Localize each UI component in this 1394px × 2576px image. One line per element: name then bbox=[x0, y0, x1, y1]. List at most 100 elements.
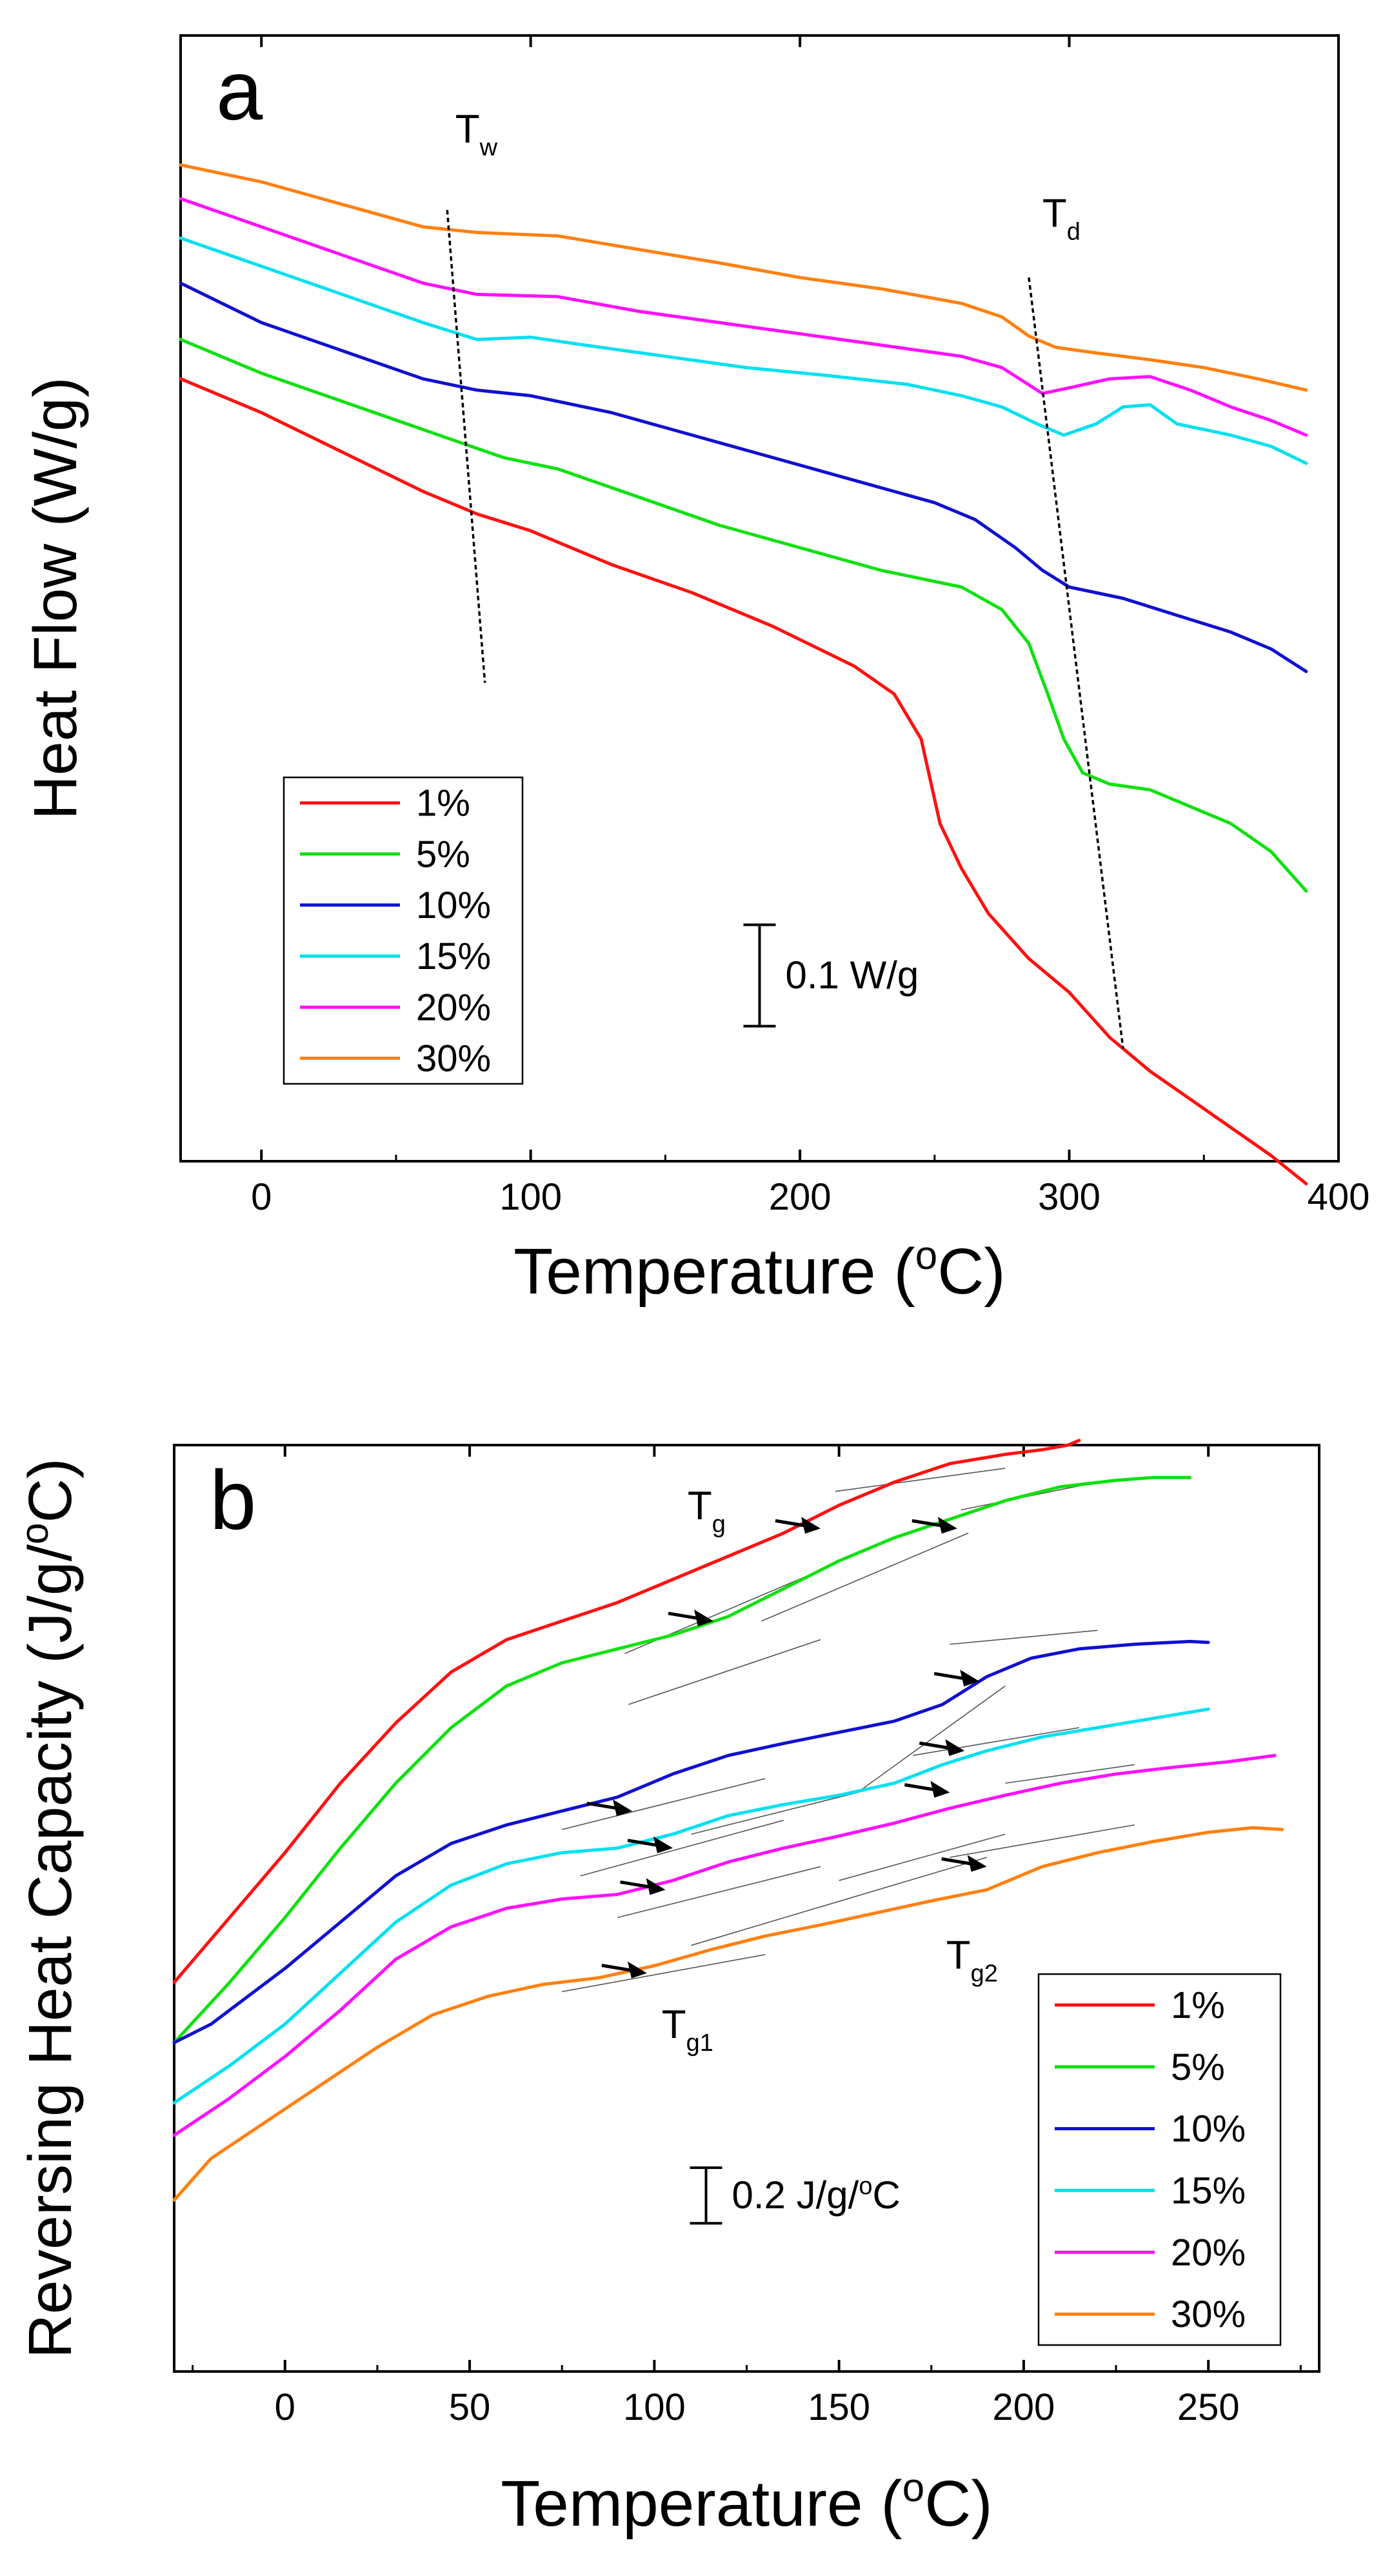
annotation-sub: w bbox=[479, 134, 498, 161]
x-tick-label: 300 bbox=[1038, 1176, 1100, 1218]
legend-label: 20% bbox=[1171, 2232, 1246, 2273]
legend-label: 30% bbox=[1171, 2293, 1246, 2335]
arrow-head bbox=[945, 1739, 965, 1756]
tangent-line bbox=[1005, 1764, 1135, 1784]
arrow-head bbox=[627, 1961, 647, 1979]
tangent-line bbox=[562, 1954, 766, 1993]
series-line-20pct bbox=[179, 197, 1308, 437]
series-line-15pct bbox=[172, 1707, 1210, 2105]
tangent-line bbox=[562, 1778, 766, 1830]
tangent-line bbox=[691, 1787, 877, 1835]
scale-bar-label: 0.2 J/g/oC bbox=[732, 2173, 901, 2217]
tangent-line bbox=[580, 1819, 784, 1877]
arrow-head bbox=[801, 1517, 821, 1534]
y-axis-title: Heat Flow (W/g) bbox=[21, 377, 90, 819]
annotation-sub: d bbox=[1067, 219, 1080, 246]
y-axis-title-tail: C) bbox=[16, 1458, 85, 1523]
arrow-shaft bbox=[919, 1741, 951, 1750]
annotation-main: T bbox=[1042, 192, 1067, 236]
x-axis-title: Temperature (oC) bbox=[501, 2466, 992, 2540]
legend-label: 15% bbox=[416, 935, 491, 977]
x-axis-title-tail: C) bbox=[937, 1235, 1006, 1308]
legend-label: 20% bbox=[416, 986, 491, 1028]
annotation-Tg: Tg bbox=[688, 1484, 726, 1538]
legend-label: 1% bbox=[416, 783, 470, 824]
arrow-head bbox=[646, 1878, 666, 1895]
series-line-20pct bbox=[172, 1753, 1277, 2137]
scale-bar-label-sup: o bbox=[859, 2173, 872, 2200]
series-line-1pct bbox=[172, 1439, 1081, 1984]
tangent-line bbox=[628, 1639, 821, 1705]
x-tick-label: 200 bbox=[993, 2386, 1055, 2428]
annotation-dashed-line bbox=[446, 210, 486, 683]
tangent-line bbox=[857, 1685, 1006, 1793]
arrow-shaft bbox=[911, 1519, 944, 1528]
x-tick-label: 250 bbox=[1177, 2386, 1240, 2428]
y-axis-title-main: Heat Flow (W/g) bbox=[21, 377, 90, 819]
x-axis-title: Temperature (oC) bbox=[513, 1233, 1005, 1308]
annotation-main: T bbox=[662, 2002, 686, 2047]
plot-frame bbox=[179, 34, 1340, 1163]
x-tick-label: 400 bbox=[1308, 1176, 1370, 1218]
scale-bar-label-tail: C bbox=[872, 2173, 900, 2217]
arrow-shaft bbox=[904, 1783, 936, 1792]
x-tick-label: 100 bbox=[623, 2386, 686, 2428]
series-line-10pct bbox=[172, 1639, 1210, 2044]
annotation-sub: g bbox=[712, 1511, 726, 1538]
arrow-shaft bbox=[620, 1880, 652, 1889]
annotation-sub: g1 bbox=[686, 2030, 713, 2057]
arrow-shaft bbox=[775, 1519, 807, 1528]
series-line-5pct bbox=[172, 1475, 1192, 2044]
x-tick-label: 50 bbox=[449, 2386, 491, 2428]
legend-box bbox=[1037, 1973, 1282, 2346]
arrow-head bbox=[967, 1855, 987, 1872]
arrow-head bbox=[960, 1670, 980, 1687]
annotation-Tg2: Tg2 bbox=[946, 1933, 998, 1987]
chart-panel-b: 0 50 100 150 200 250 Temperature (oC) Reversing… bbox=[13, 1439, 1320, 2540]
y-axis-title-sup: o bbox=[13, 1523, 56, 1544]
arrow-head bbox=[693, 1609, 713, 1626]
x-tick-label: 0 bbox=[275, 2386, 295, 2428]
tangent-line bbox=[617, 1866, 821, 1919]
series-line-1pct bbox=[179, 377, 1308, 1186]
legend-label: 1% bbox=[1171, 1984, 1225, 2026]
tangent-line bbox=[761, 1532, 969, 1622]
legend-label: 10% bbox=[1171, 2108, 1246, 2150]
scale-bar-label-main: 0.2 J/g/ bbox=[732, 2173, 859, 2217]
x-axis-title-main: Temperature ( bbox=[513, 1235, 915, 1308]
scale-bar-label: 0.1 W/g bbox=[786, 954, 919, 997]
annotation-Td: Td bbox=[1042, 192, 1080, 246]
arrow-shaft bbox=[668, 1612, 700, 1621]
series-line-30pct bbox=[179, 163, 1308, 392]
annotation-main: T bbox=[455, 107, 480, 152]
arrow-shaft bbox=[627, 1839, 659, 1848]
annotation-Tg1: Tg1 bbox=[662, 2002, 713, 2057]
x-tick-label: 0 bbox=[251, 1176, 272, 1218]
x-tick-label: 100 bbox=[499, 1176, 562, 1218]
legend-label: 10% bbox=[416, 884, 491, 926]
annotation-sub: g2 bbox=[971, 1960, 998, 1987]
arrow-shaft bbox=[933, 1672, 966, 1681]
arrow-head bbox=[613, 1799, 632, 1817]
tangent-line bbox=[691, 1857, 987, 1946]
panel-letter: b bbox=[210, 1453, 256, 1547]
x-axis-title-sup: o bbox=[902, 2466, 924, 2510]
annotation-main: T bbox=[688, 1484, 712, 1528]
tangent-line bbox=[913, 1727, 1079, 1756]
y-axis-title: Reversing Heat Capacity (J/g/oC) bbox=[13, 1458, 85, 2359]
panel-letter: a bbox=[216, 43, 263, 137]
series-line-5pct bbox=[179, 337, 1308, 893]
arrow-head bbox=[653, 1836, 673, 1853]
legend-label: 5% bbox=[1171, 2046, 1225, 2088]
x-tick-label: 150 bbox=[808, 2386, 870, 2428]
series-line-10pct bbox=[179, 281, 1308, 674]
legend-label: 30% bbox=[416, 1037, 491, 1079]
arrow-shaft bbox=[601, 1964, 633, 1972]
tangent-line bbox=[839, 1833, 1006, 1881]
arrow-shaft bbox=[586, 1801, 619, 1810]
x-axis-title-tail: C) bbox=[924, 2468, 993, 2540]
arrow-head bbox=[930, 1781, 950, 1798]
y-axis-title-main: Reversing Heat Capacity (J/g/ bbox=[16, 1544, 85, 2359]
arrow-shaft bbox=[941, 1857, 973, 1866]
legend-box bbox=[283, 776, 524, 1085]
